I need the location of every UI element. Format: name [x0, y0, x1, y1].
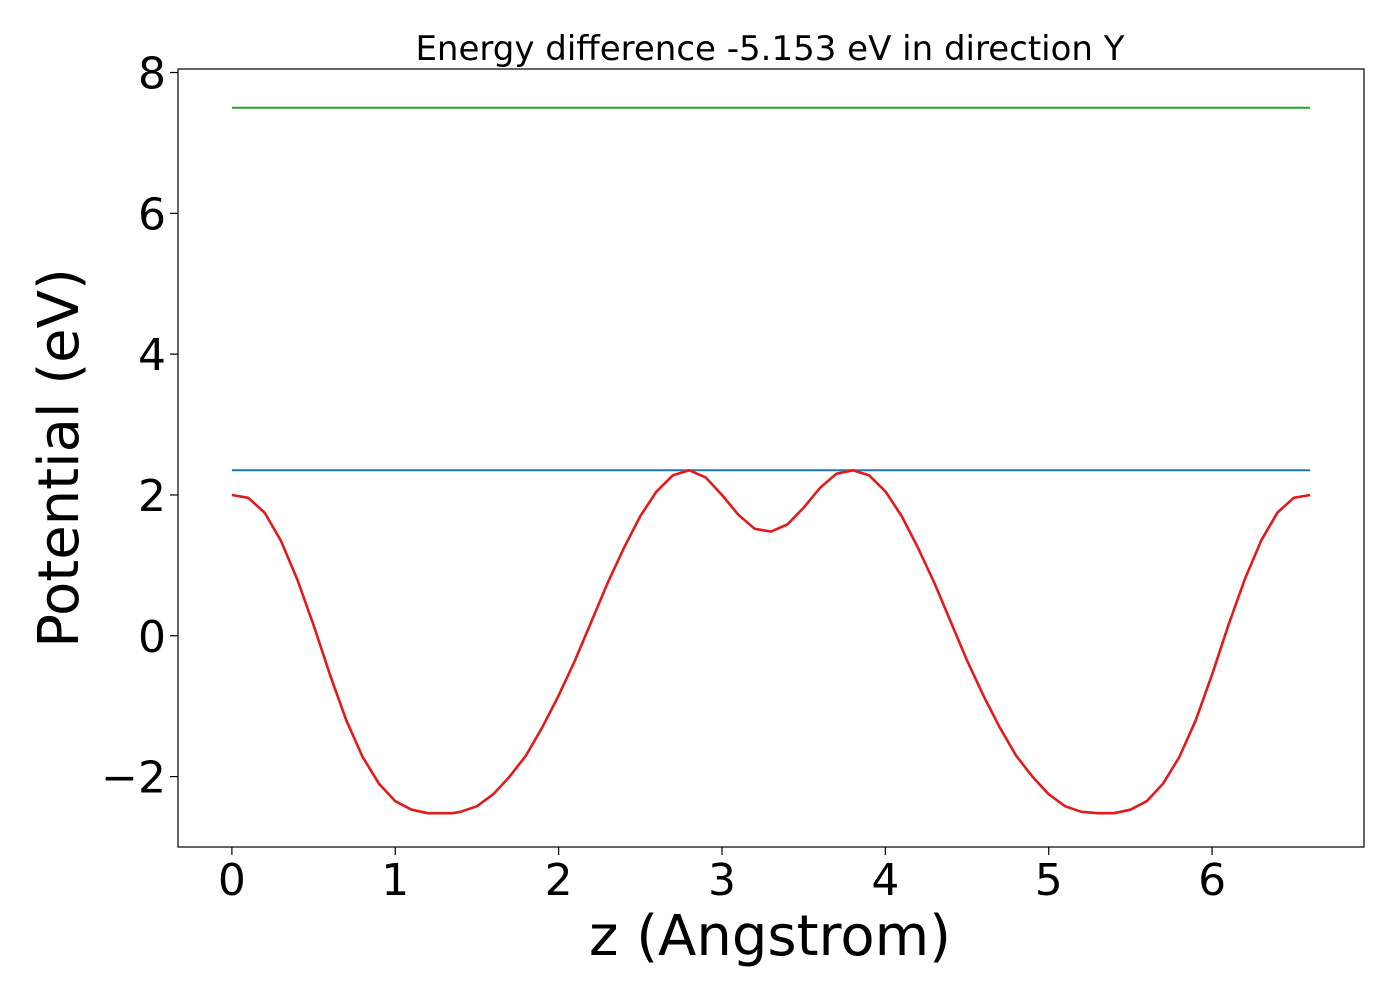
y-tick-label: 6 [138, 189, 166, 240]
plot-area [231, 106, 1311, 815]
y-axis-label: Potential (eV) [27, 268, 92, 648]
x-axis-label: z (Angstrom) [589, 904, 951, 969]
y-tick-label: 0 [138, 612, 166, 663]
x-tick-label: 3 [708, 855, 736, 906]
chart-title: Energy difference -5.153 eV in direction… [415, 29, 1124, 69]
x-tick-label: 2 [545, 855, 573, 906]
x-tick-label: 0 [218, 855, 246, 906]
plot-frame [177, 68, 1365, 848]
y-axis: −2 0 2 4 6 8 [101, 49, 178, 804]
x-axis: 0 1 2 3 4 5 6 [218, 847, 1226, 906]
y-tick-label: 8 [138, 49, 166, 100]
x-tick-label: 4 [871, 855, 899, 906]
x-tick-label: 1 [381, 855, 409, 906]
series-line-2 [231, 468, 1311, 815]
x-tick-label: 5 [1035, 855, 1063, 906]
y-tick-label: −2 [101, 753, 166, 804]
y-tick-label: 2 [138, 471, 166, 522]
y-tick-label: 4 [138, 330, 166, 381]
x-tick-label: 6 [1198, 855, 1226, 906]
